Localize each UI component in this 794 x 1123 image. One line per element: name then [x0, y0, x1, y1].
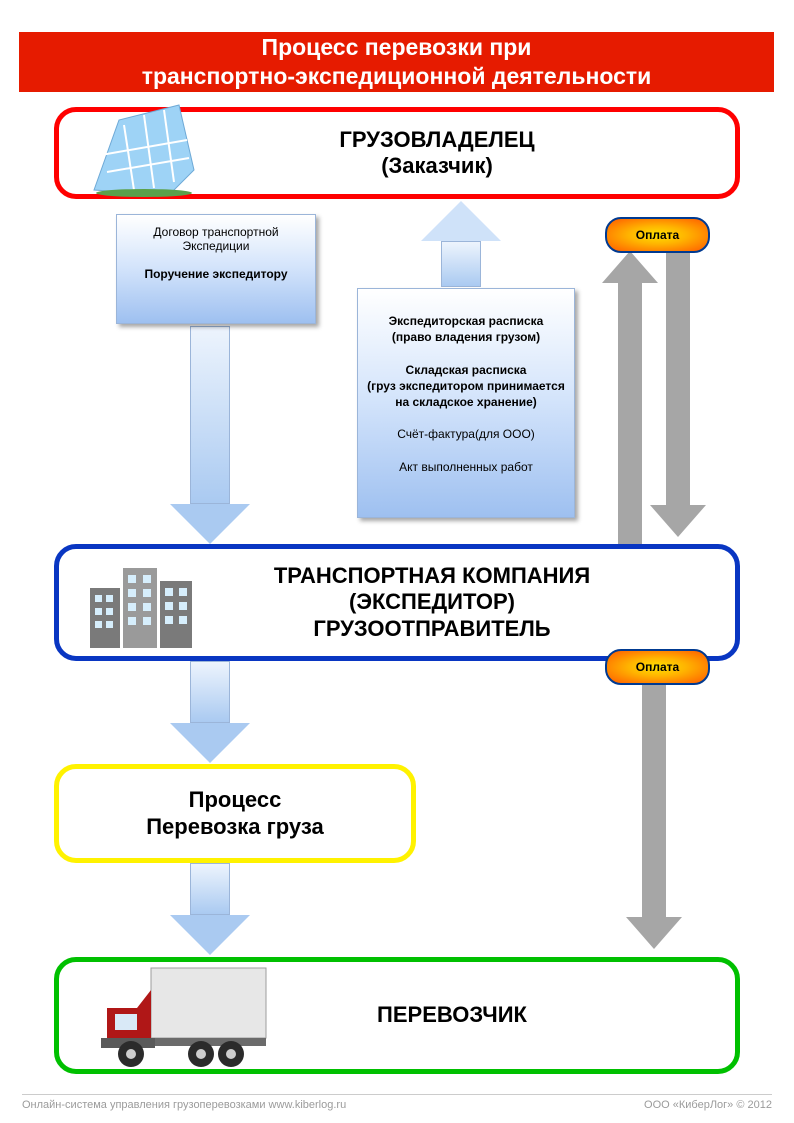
doc2-n2: Акт выполненных работ [399, 460, 533, 474]
arrow-to-carrier [182, 863, 238, 955]
page: Процесс перевозки при транспортно-экспед… [0, 0, 794, 1123]
node-carrier-line1: ПЕРЕВОЗЧИК [377, 1002, 527, 1027]
node-exp-line3: ГРУЗООТПРАВИТЕЛЬ [313, 616, 550, 641]
arrow-to-process [182, 661, 238, 763]
doc1-bold1: Поручение экспедитору [144, 267, 287, 281]
footer-right: ООО «КиберЛог» © 2012 [644, 1099, 772, 1111]
arrow-receipts-up [433, 201, 489, 287]
truck-icon [93, 950, 273, 1075]
payment-badge-1: Оплата [605, 217, 710, 253]
node-owner-line2: (Заказчик) [381, 153, 493, 178]
node-carrier: ПЕРЕВОЗЧИК [54, 957, 740, 1074]
node-proc-line2: Перевозка груза [146, 814, 324, 839]
node-exp-line1: ТРАНСПОРТНАЯ КОМПАНИЯ [274, 563, 590, 588]
footer-left: Онлайн-система управления грузоперевозка… [22, 1099, 346, 1111]
node-owner: ГРУЗОВЛАДЕЛЕЦ (Заказчик) [54, 107, 740, 199]
title-line1: Процесс перевозки при [262, 34, 532, 60]
doc2-b4: (груз экспедитором принимается [367, 379, 565, 393]
doc1-line1: Договор транспортной [153, 225, 278, 239]
arrow-gray-up [612, 251, 648, 537]
arrow-gray-down [660, 251, 696, 537]
doc-contract: Договор транспортной Экспедиции Поручени… [116, 214, 316, 324]
doc1-line2: Экспедиции [183, 239, 250, 253]
payment-badge-1-label: Оплата [636, 228, 679, 242]
arrow-gray-to-carrier [636, 683, 672, 949]
glass-building-icon [89, 100, 199, 197]
node-expeditor: ТРАНСПОРТНАЯ КОМПАНИЯ (ЭКСПЕДИТОР) ГРУЗО… [54, 544, 740, 661]
title-bar: Процесс перевозки при транспортно-экспед… [19, 32, 774, 92]
doc2-b3: Складская расписка [406, 363, 527, 377]
doc2-b1: Экспедиторская расписка [389, 314, 544, 328]
doc2-b5: на складское хранение) [395, 395, 537, 409]
node-proc-line1: Процесс [189, 787, 282, 812]
node-process: Процесс Перевозка груза [54, 764, 416, 863]
city-buildings-icon [85, 553, 200, 653]
node-exp-line2: (ЭКСПЕДИТОР) [349, 589, 515, 614]
payment-badge-2: Оплата [605, 649, 710, 685]
payment-badge-2-label: Оплата [636, 660, 679, 674]
node-owner-line1: ГРУЗОВЛАДЕЛЕЦ [339, 127, 534, 152]
doc2-n1: Счёт-фактура(для ООО) [397, 427, 535, 441]
arrow-contract-down [182, 326, 238, 544]
footer: Онлайн-система управления грузоперевозка… [22, 1094, 772, 1111]
doc-receipts: Экспедиторская расписка (право владения … [357, 288, 575, 518]
title-line2: транспортно-экспедиционной деятельности [142, 63, 652, 89]
doc2-b2: (право владения грузом) [392, 330, 540, 344]
